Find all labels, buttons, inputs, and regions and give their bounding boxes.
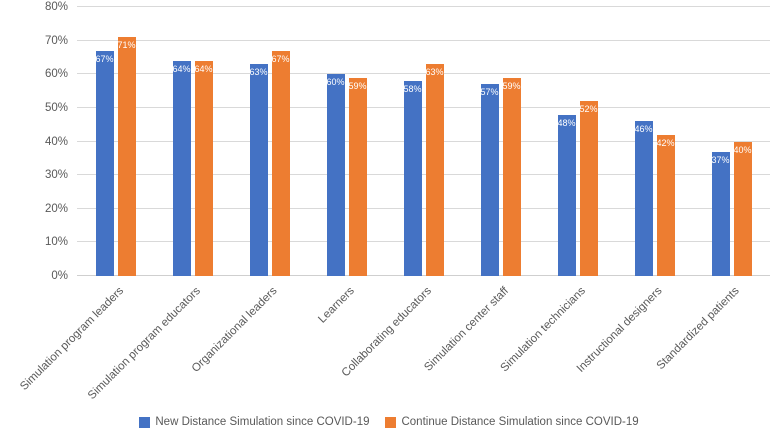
plot-area: 67% 71% 64% 64% 63% 67% 60% 59% 58% 63% 57% 59% 48% 5… [77,6,770,276]
bar-value-label: 52% [579,104,598,115]
x-axis-category-label-text: Standardized patients [654,285,742,373]
legend-swatch-new-distance-icon [139,416,151,428]
bar-value-label: 67% [95,53,114,64]
gridline [77,106,770,108]
gridline [77,140,770,142]
gridline [77,39,770,41]
bar-value-label: 67% [271,53,290,64]
bar-group: 48% 52% [557,7,598,276]
gridline [77,241,770,243]
legend-label-new-distance: New Distance Simulation since COVID-19 [155,416,370,428]
y-axis-tick-label: 80% [44,1,68,13]
bar-continue-distance: 40% [733,141,752,276]
bar-value-label: 63% [425,67,444,78]
y-axis-tick-label: 40% [44,135,68,148]
bar-continue-distance: 64% [194,60,213,276]
y-axis-tick-label: 10% [44,236,68,249]
bar-continue-distance: 42% [656,134,675,276]
bar-value-label: 40% [733,144,752,155]
bar-value-label: 37% [711,154,730,165]
y-axis-tick-label: 30% [44,169,68,182]
x-axis-category-label-text: Simulation technicians [498,285,588,375]
bar-group: 46% 42% [634,7,675,276]
gridline [77,73,770,75]
gridline [77,174,770,176]
y-axis-tick-label: 60% [44,68,68,81]
bar-new-distance: 67% [95,50,114,276]
gridline [77,6,770,7]
legend-swatch-continue-distance-icon [385,416,397,428]
y-axis-tick-label: 70% [44,34,68,47]
bar-new-distance: 58% [403,80,422,276]
bar-new-distance: 63% [249,64,268,276]
legend-item-continue-distance: Continue Distance Simulation since COVID… [385,416,639,428]
bar-new-distance: 46% [634,121,653,276]
bar-value-label: 60% [326,77,345,88]
bar-continue-distance: 67% [271,50,290,276]
bar-continue-distance: 63% [425,64,444,276]
gridline [77,207,770,209]
bar-new-distance: 37% [711,151,730,276]
y-axis-tick-label: 50% [44,101,68,114]
bar-value-label: 71% [117,40,136,51]
bar-value-label: 58% [403,83,422,94]
bar-value-label: 63% [249,67,268,78]
bar-new-distance: 57% [480,84,499,276]
legend-item-new-distance: New Distance Simulation since COVID-19 [139,416,369,428]
bar-continue-distance: 59% [348,77,367,276]
x-axis-line [77,275,770,276]
legend: New Distance Simulation since COVID-19 C… [0,416,778,428]
bar-new-distance: 48% [557,114,576,276]
legend-label-continue-distance: Continue Distance Simulation since COVID… [401,416,639,428]
bar-continue-distance: 52% [579,101,598,276]
bar-value-label: 48% [557,117,576,128]
y-axis-tick-label: 0% [51,270,68,282]
x-axis-category-label-text: Collaborating educators [339,285,434,380]
bar-group: 58% 63% [403,7,444,276]
bar-continue-distance: 59% [502,77,521,276]
bars-layer: 67% 71% 64% 64% 63% 67% 60% 59% 58% 63% 57% 59% 48% 5… [77,7,770,276]
bar-new-distance: 64% [172,60,191,276]
bar-value-label: 59% [502,80,521,91]
bar-group: 67% 71% [95,7,136,276]
bar-value-label: 64% [172,63,191,74]
x-axis-category-label-text: Simulation center staff [422,285,511,374]
bar-value-label: 46% [634,124,653,135]
y-axis-tick-label: 20% [44,202,68,215]
bar-group: 37% 40% [711,7,752,276]
bar-group: 57% 59% [480,7,521,276]
x-axis-category-label-text: Organizational leaders [190,285,280,375]
bar-value-label: 59% [348,80,367,91]
bar-group: 60% 59% [326,7,367,276]
bar-value-label: 42% [656,137,675,148]
x-axis-category-label-text: Instructional designers [575,285,665,375]
bar-continue-distance: 71% [117,37,136,276]
bar-group: 63% 67% [249,7,290,276]
bar-value-label: 64% [194,63,213,74]
x-axis-category-label-text: Learners [316,285,357,326]
bar-group: 64% 64% [172,7,213,276]
bar-new-distance: 60% [326,74,345,276]
bar-value-label: 57% [480,87,499,98]
